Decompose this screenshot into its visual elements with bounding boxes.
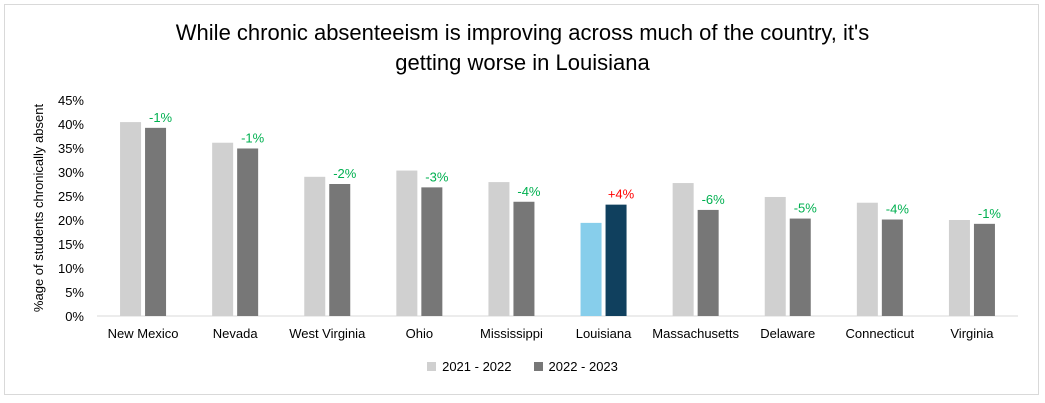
y-tick-label: 25% xyxy=(58,189,84,204)
bar-2022-nevada xyxy=(237,148,259,316)
x-tick-label: Ohio xyxy=(406,326,433,341)
bar-2022-connecticut xyxy=(881,219,903,316)
y-tick-label: 15% xyxy=(58,237,84,252)
x-tick-label: Nevada xyxy=(213,326,259,341)
chart-title-line-1: While chronic absenteeism is improving a… xyxy=(175,20,870,45)
y-tick-label: 45% xyxy=(58,93,84,108)
chart-legend: 2021 - 2022 2022 - 2023 xyxy=(0,359,1045,374)
chart-frame xyxy=(4,4,1039,395)
chart-title-line-2: getting worse in Louisiana xyxy=(395,50,650,75)
bar-2021-mississippi xyxy=(488,182,510,316)
legend-swatch-2021 xyxy=(427,362,437,371)
change-label-massachusetts: -6% xyxy=(702,192,726,207)
legend-item-2022: 2022 - 2023 xyxy=(533,359,618,374)
bar-2022-ohio xyxy=(421,187,443,316)
bar-2022-mississippi xyxy=(513,201,535,316)
bar-2021-ohio xyxy=(396,170,418,316)
x-tick-label: West Virginia xyxy=(289,326,366,341)
bar-2022-louisiana xyxy=(605,204,627,316)
change-label-virginia: -1% xyxy=(978,206,1002,221)
x-tick-label: Virginia xyxy=(950,326,994,341)
legend-item-2021: 2021 - 2022 xyxy=(427,359,512,374)
change-label-new-mexico: -1% xyxy=(149,110,173,125)
bar-2021-connecticut xyxy=(856,202,878,316)
y-tick-label: 35% xyxy=(58,141,84,156)
bar-2021-virginia xyxy=(948,220,970,316)
legend-swatch-2022 xyxy=(533,362,543,371)
bar-2021-louisiana xyxy=(580,222,602,316)
bar-2021-nevada xyxy=(212,142,234,316)
bar-2022-delaware xyxy=(789,218,811,316)
y-tick-label: 0% xyxy=(65,309,84,324)
bar-2022-west-virginia xyxy=(329,184,351,316)
y-tick-label: 5% xyxy=(65,285,84,300)
x-tick-label: Louisiana xyxy=(576,326,632,341)
x-tick-label: Delaware xyxy=(760,326,815,341)
change-label-connecticut: -4% xyxy=(886,202,910,217)
bar-2022-massachusetts xyxy=(697,209,719,316)
bar-2022-new-mexico xyxy=(145,127,167,316)
change-label-delaware: -5% xyxy=(794,201,818,216)
y-tick-label: 10% xyxy=(58,261,84,276)
y-tick-label: 20% xyxy=(58,213,84,228)
x-tick-label: Connecticut xyxy=(846,326,915,341)
bar-2021-delaware xyxy=(764,196,786,316)
x-tick-label: New Mexico xyxy=(108,326,179,341)
change-label-ohio: -3% xyxy=(425,169,449,184)
bar-2022-virginia xyxy=(973,223,995,316)
legend-label-2021: 2021 - 2022 xyxy=(442,359,512,374)
y-axis-title: %age of students chronically absent xyxy=(31,104,46,313)
x-tick-label: Massachusetts xyxy=(652,326,739,341)
bar-2021-massachusetts xyxy=(672,183,694,316)
change-label-nevada: -1% xyxy=(241,130,265,145)
change-label-louisiana: +4% xyxy=(608,187,635,202)
y-tick-label: 30% xyxy=(58,165,84,180)
chart-title: While chronic absenteeism is improving a… xyxy=(0,18,1045,78)
x-tick-label: Mississippi xyxy=(480,326,543,341)
bar-2021-west-virginia xyxy=(304,176,326,316)
legend-label-2022: 2022 - 2023 xyxy=(548,359,618,374)
change-label-west-virginia: -2% xyxy=(333,166,357,181)
bar-2021-new-mexico xyxy=(120,122,142,316)
y-tick-label: 40% xyxy=(58,117,84,132)
change-label-mississippi: -4% xyxy=(517,184,541,199)
